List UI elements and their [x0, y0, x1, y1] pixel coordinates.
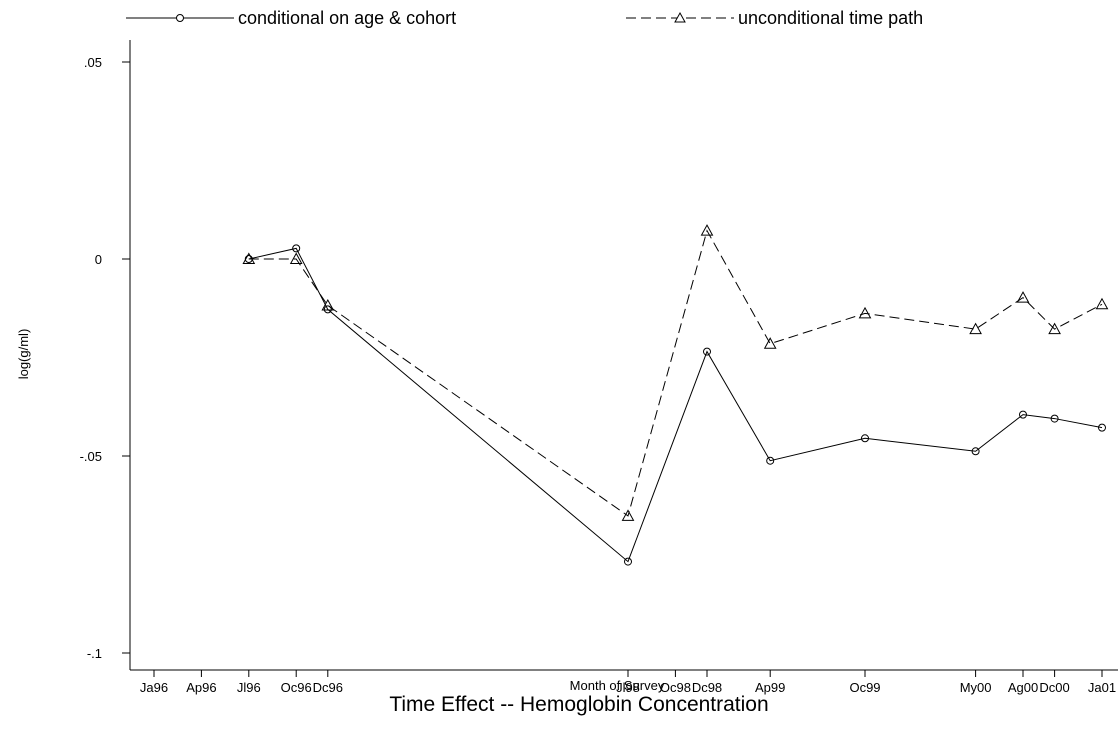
data-point-triangle: [1095, 297, 1109, 310]
x-axis-ticks: Ja96 Ap96 Jl96 Oc96 Dc96 Jl98 Oc98 Dc98 Ap99 Oc99…: [140, 670, 1116, 695]
series-conditional: [244, 244, 1106, 566]
x-tick-label: Ap99: [755, 680, 785, 695]
y-axis-label: log(g/ml): [16, 329, 31, 380]
series-line: [248, 247, 1103, 563]
data-point-triangle: [763, 337, 777, 349]
data-point-triangle: [289, 252, 303, 264]
x-tick-label: Oc99: [849, 680, 880, 695]
data-point-circle: [624, 557, 632, 566]
data-point-circle: [1050, 414, 1059, 423]
data-point-circle: [292, 244, 301, 253]
data-point-circle: [323, 305, 332, 314]
legend-circle-marker: [176, 14, 184, 22]
data-point-triangle: [621, 509, 635, 521]
data-point-circle: [861, 434, 869, 443]
legend: conditional on age & cohort unconditiona…: [126, 8, 923, 28]
data-point-triangle: [969, 322, 982, 335]
data-point-triangle: [858, 306, 872, 319]
y-tick-label: .05: [84, 55, 102, 70]
chart-title: Time Effect -- Hemoglobin Concentration: [389, 693, 768, 716]
x-tick-label: Ja01: [1088, 680, 1116, 695]
x-tick-label: Ap96: [186, 680, 216, 695]
x-axis-label: Month of Survey: [570, 678, 665, 693]
x-tick-label: My00: [960, 680, 992, 695]
legend-entry-unconditional: unconditional time path: [626, 8, 923, 28]
data-point-circle: [1019, 410, 1027, 419]
x-tick-label: Oc98: [660, 680, 691, 695]
data-point-circle: [766, 456, 775, 465]
legend-triangle-marker: [674, 11, 686, 23]
data-point-triangle: [242, 252, 256, 264]
series-layer: [242, 224, 1109, 566]
y-axis-ticks: .05 0 -.05 -.1: [80, 55, 130, 661]
x-tick-label: Dc96: [313, 680, 343, 695]
data-point-triangle: [1016, 291, 1030, 303]
legend-entry-conditional: conditional on age & cohort: [126, 8, 456, 28]
x-tick-label: Jl98: [616, 680, 640, 695]
x-tick-label: Ja96: [140, 680, 168, 695]
legend-label-conditional: conditional on age & cohort: [238, 8, 456, 28]
x-tick-label: Jl96: [237, 680, 261, 695]
series-line: [248, 229, 1103, 517]
y-tick-label: -.1: [87, 646, 102, 661]
data-point-circle: [1098, 423, 1106, 432]
x-tick-label: Ag00: [1008, 680, 1038, 695]
series-unconditional: [242, 224, 1109, 521]
data-point-triangle: [1048, 322, 1061, 335]
axes: .05 0 -.05 -.1 Ja96 Ap96 Jl96 Oc96 Dc96 Jl98 Oc98…: [80, 40, 1118, 695]
data-point-circle: [971, 447, 980, 456]
data-point-circle: [703, 347, 711, 356]
x-tick-label: Oc96: [281, 680, 312, 695]
legend-label-unconditional: unconditional time path: [738, 8, 923, 28]
x-tick-label: Dc00: [1039, 680, 1069, 695]
data-point-triangle: [321, 298, 335, 311]
data-point-triangle: [700, 224, 714, 236]
x-tick-label: Dc98: [692, 680, 722, 695]
y-tick-label: -.05: [80, 449, 102, 464]
y-tick-label: 0: [95, 252, 102, 267]
